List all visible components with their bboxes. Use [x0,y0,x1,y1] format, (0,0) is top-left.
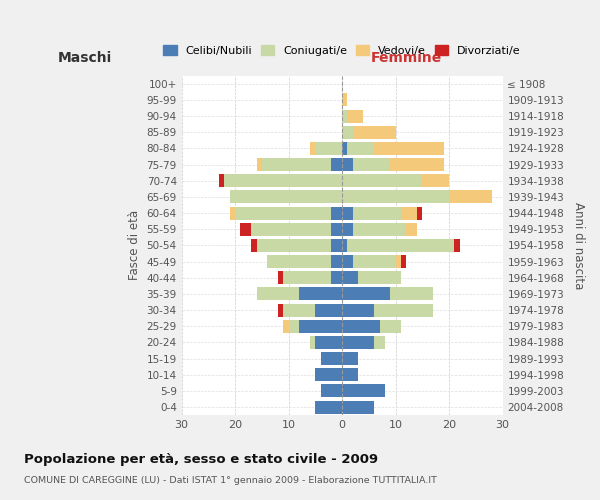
Bar [316,400,342,413]
Bar [347,110,364,122]
Bar [342,174,422,187]
Bar [353,223,406,235]
Bar [342,304,374,316]
Bar [278,272,283,284]
Bar [316,142,342,155]
Bar [331,206,342,220]
Bar [342,352,358,365]
Bar [289,320,299,332]
Bar [342,190,449,203]
Text: Maschi: Maschi [58,52,112,66]
Bar [283,304,316,316]
Bar [342,158,353,171]
Bar [347,239,454,252]
Bar [342,400,374,413]
Bar [241,223,251,235]
Bar [219,174,224,187]
Bar [257,239,331,252]
Bar [380,320,401,332]
Bar [342,239,347,252]
Bar [342,110,347,122]
Text: Popolazione per età, sesso e stato civile - 2009: Popolazione per età, sesso e stato civil… [24,452,378,466]
Bar [342,272,358,284]
Bar [320,384,342,398]
Bar [316,336,342,349]
Bar [374,142,444,155]
Bar [235,206,331,220]
Legend: Celibi/Nubili, Coniugati/e, Vedovi/e, Divorziati/e: Celibi/Nubili, Coniugati/e, Vedovi/e, Di… [159,40,526,60]
Bar [331,255,342,268]
Bar [310,336,316,349]
Bar [390,158,444,171]
Bar [224,174,342,187]
Bar [390,288,433,300]
Y-axis label: Fasce di età: Fasce di età [128,210,141,280]
Bar [230,206,235,220]
Bar [257,288,299,300]
Bar [406,223,417,235]
Bar [278,304,283,316]
Bar [342,368,358,381]
Bar [331,239,342,252]
Bar [331,223,342,235]
Bar [320,352,342,365]
Bar [353,126,395,138]
Bar [417,206,422,220]
Bar [342,126,353,138]
Bar [251,239,257,252]
Bar [454,239,460,252]
Bar [353,158,390,171]
Bar [251,223,331,235]
Text: Femmine: Femmine [371,52,442,66]
Bar [331,158,342,171]
Bar [342,142,347,155]
Bar [342,288,390,300]
Bar [310,142,316,155]
Bar [316,368,342,381]
Text: COMUNE DI CAREGGINE (LU) - Dati ISTAT 1° gennaio 2009 - Elaborazione TUTTITALIA.: COMUNE DI CAREGGINE (LU) - Dati ISTAT 1°… [24,476,437,485]
Bar [342,320,380,332]
Bar [331,272,342,284]
Bar [262,158,331,171]
Bar [257,158,262,171]
Bar [230,190,342,203]
Bar [267,255,331,268]
Bar [422,174,449,187]
Bar [316,304,342,316]
Bar [353,255,395,268]
Bar [342,255,353,268]
Bar [401,255,406,268]
Bar [283,272,331,284]
Y-axis label: Anni di nascita: Anni di nascita [572,202,585,289]
Bar [374,336,385,349]
Bar [358,272,401,284]
Bar [401,206,417,220]
Bar [342,336,374,349]
Bar [342,223,353,235]
Bar [299,288,342,300]
Bar [347,142,374,155]
Bar [342,206,353,220]
Bar [374,304,433,316]
Bar [395,255,401,268]
Bar [299,320,342,332]
Bar [449,190,492,203]
Bar [283,320,289,332]
Bar [342,384,385,398]
Bar [353,206,401,220]
Bar [342,94,347,106]
